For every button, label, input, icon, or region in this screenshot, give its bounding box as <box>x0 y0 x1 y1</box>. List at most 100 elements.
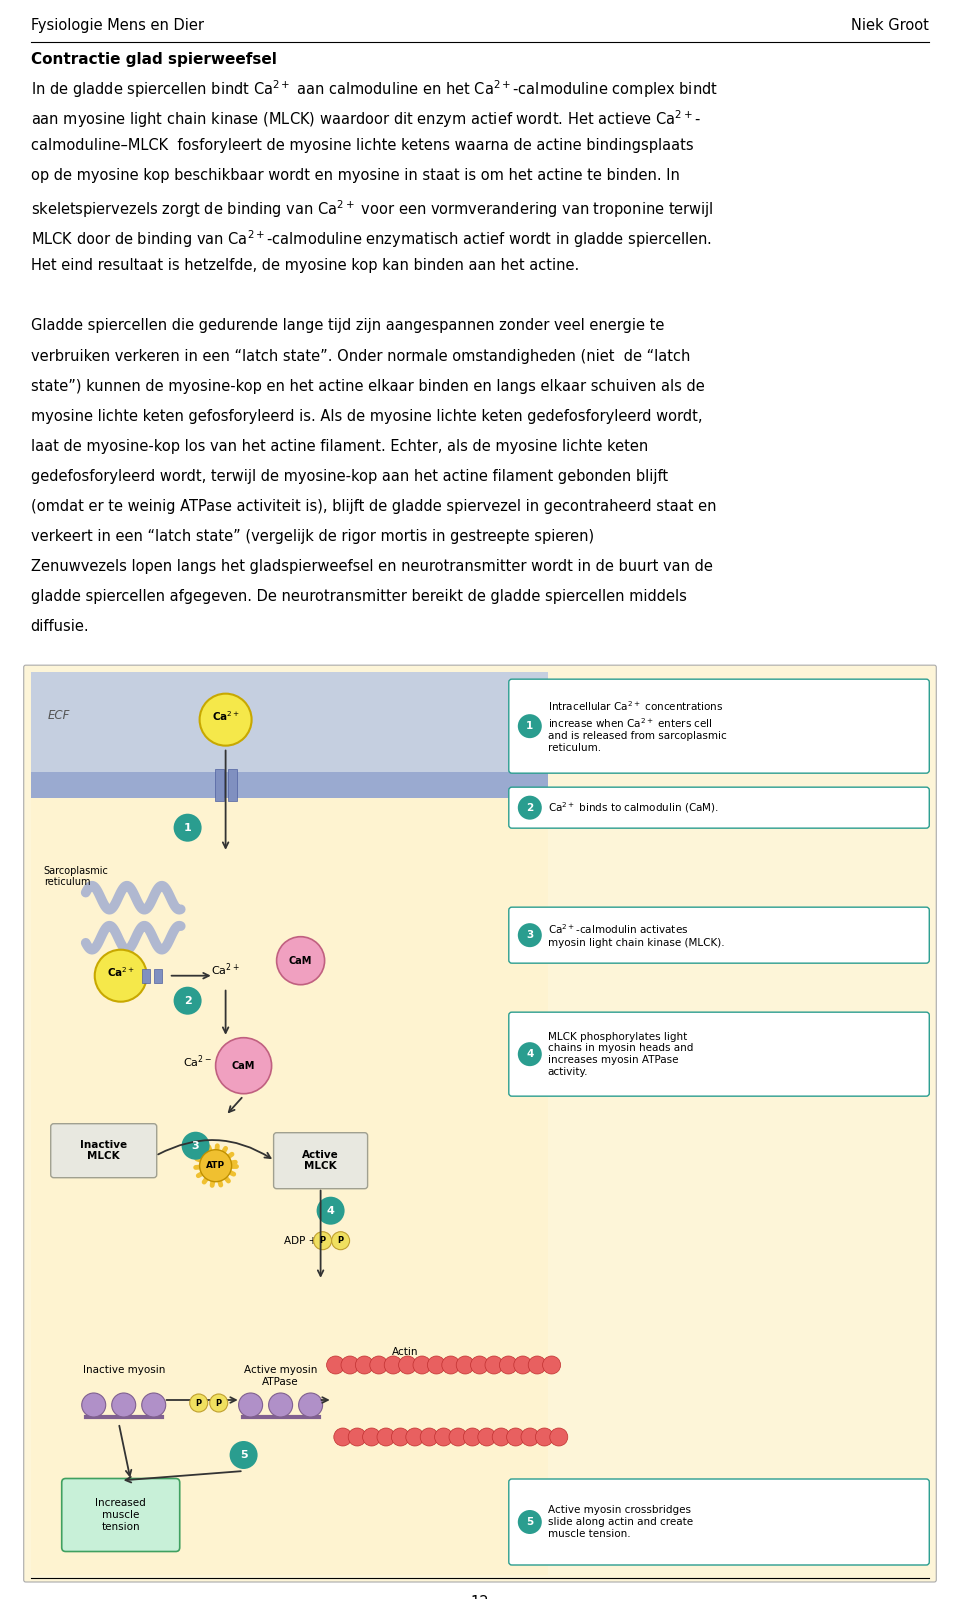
Circle shape <box>517 1509 541 1533</box>
FancyBboxPatch shape <box>51 1124 156 1178</box>
Text: Contractie glad spierweefsel: Contractie glad spierweefsel <box>31 53 276 67</box>
Circle shape <box>331 1231 349 1250</box>
Circle shape <box>499 1356 517 1374</box>
Text: P: P <box>320 1236 325 1246</box>
Circle shape <box>276 937 324 985</box>
FancyBboxPatch shape <box>509 1479 929 1565</box>
Text: 3: 3 <box>192 1140 200 1151</box>
Text: 5: 5 <box>240 1450 248 1460</box>
Circle shape <box>370 1356 388 1374</box>
Bar <box>31 798 548 1575</box>
Circle shape <box>528 1356 546 1374</box>
Text: CaM: CaM <box>289 956 312 966</box>
Circle shape <box>299 1393 323 1417</box>
Text: MLCK phosphorylates light
chains in myosin heads and
increases myosin ATPase
act: MLCK phosphorylates light chains in myos… <box>548 1031 693 1076</box>
Circle shape <box>209 1394 228 1412</box>
Text: Inactive myosin: Inactive myosin <box>83 1366 165 1375</box>
Bar <box>142 969 150 983</box>
Circle shape <box>200 1150 231 1182</box>
Text: ATP: ATP <box>206 1161 226 1170</box>
Text: MLCK door de binding van Ca$^{2+}$-calmoduline enzymatisch actief wordt in gladd: MLCK door de binding van Ca$^{2+}$-calmo… <box>31 229 711 249</box>
Text: P: P <box>338 1236 344 1246</box>
Circle shape <box>200 694 252 745</box>
Circle shape <box>517 715 541 739</box>
Circle shape <box>190 1394 207 1412</box>
Circle shape <box>550 1428 567 1445</box>
Text: Zenuwvezels lopen langs het gladspierweefsel en neurotransmitter wordt in de buu: Zenuwvezels lopen langs het gladspierwee… <box>31 560 712 574</box>
Circle shape <box>398 1356 417 1374</box>
Text: Ca$^{2+}$: Ca$^{2+}$ <box>211 708 240 723</box>
Text: 4: 4 <box>326 1206 334 1215</box>
Text: verbruiken verkeren in een “latch state”. Onder normale omstandigheden (niet  de: verbruiken verkeren in een “latch state”… <box>31 349 690 363</box>
FancyBboxPatch shape <box>24 665 936 1581</box>
Text: Niek Groot: Niek Groot <box>852 18 929 34</box>
Text: (omdat er te weinig ATPase activiteit is), blijft de gladde spiervezel in gecont: (omdat er te weinig ATPase activiteit is… <box>31 499 716 513</box>
Circle shape <box>317 1196 345 1225</box>
FancyBboxPatch shape <box>509 1012 929 1097</box>
Circle shape <box>517 796 541 820</box>
Circle shape <box>111 1393 135 1417</box>
Circle shape <box>420 1428 438 1445</box>
Circle shape <box>326 1356 345 1374</box>
Circle shape <box>314 1231 331 1250</box>
Circle shape <box>456 1356 474 1374</box>
Circle shape <box>174 814 202 841</box>
FancyBboxPatch shape <box>61 1479 180 1551</box>
Circle shape <box>413 1356 431 1374</box>
Text: ADP +: ADP + <box>284 1236 321 1246</box>
Text: Ca$^{2+}$-calmodulin activates
myosin light chain kinase (MLCK).: Ca$^{2+}$-calmodulin activates myosin li… <box>548 923 725 948</box>
Circle shape <box>95 950 147 1001</box>
Circle shape <box>514 1356 532 1374</box>
Text: 2: 2 <box>526 803 534 812</box>
Text: 4: 4 <box>526 1049 534 1059</box>
Text: CaM: CaM <box>232 1060 255 1071</box>
Bar <box>154 969 161 983</box>
Circle shape <box>384 1356 402 1374</box>
Text: Inactive
MLCK: Inactive MLCK <box>80 1140 128 1161</box>
Text: diffusie.: diffusie. <box>31 619 89 635</box>
Text: myosine lichte keten gefosforyleerd is. Als de myosine lichte keten gedefosforyl: myosine lichte keten gefosforyleerd is. … <box>31 409 702 424</box>
Text: gedefosforyleerd wordt, terwijl de myosine-kop aan het actine filament gebonden : gedefosforyleerd wordt, terwijl de myosi… <box>31 469 668 484</box>
Circle shape <box>216 1038 272 1094</box>
Circle shape <box>341 1356 359 1374</box>
Text: 3: 3 <box>526 931 534 940</box>
Text: calmoduline–MLCK  fosforyleert de myosine lichte ketens waarna de actine binding: calmoduline–MLCK fosforyleert de myosine… <box>31 138 693 154</box>
Circle shape <box>507 1428 524 1445</box>
Text: Sarcoplasmic
reticulum: Sarcoplasmic reticulum <box>44 865 108 887</box>
Text: Active
MLCK: Active MLCK <box>302 1150 339 1172</box>
Circle shape <box>392 1428 409 1445</box>
Text: 1: 1 <box>183 823 191 833</box>
Text: In de gladde spiercellen bindt Ca$^{2+}$ aan calmoduline en het Ca$^{2+}$-calmod: In de gladde spiercellen bindt Ca$^{2+}$… <box>31 78 718 99</box>
Text: Ca$^{2-}$: Ca$^{2-}$ <box>183 1054 212 1070</box>
Circle shape <box>181 1132 209 1159</box>
FancyBboxPatch shape <box>509 907 929 963</box>
Circle shape <box>521 1428 539 1445</box>
Circle shape <box>449 1428 467 1445</box>
FancyBboxPatch shape <box>274 1132 368 1188</box>
Bar <box>31 772 548 798</box>
Text: Ca$^{2+}$: Ca$^{2+}$ <box>107 964 134 979</box>
FancyBboxPatch shape <box>509 680 929 774</box>
Circle shape <box>542 1356 561 1374</box>
Text: Increased
muscle
tension: Increased muscle tension <box>95 1498 146 1532</box>
Circle shape <box>355 1356 373 1374</box>
Text: op de myosine kop beschikbaar wordt en myosine in staat is om het actine te bind: op de myosine kop beschikbaar wordt en m… <box>31 168 680 184</box>
Text: state”) kunnen de myosine-kop en het actine elkaar binden en langs elkaar schuiv: state”) kunnen de myosine-kop en het act… <box>31 379 705 393</box>
Bar <box>215 769 224 801</box>
Text: Gladde spiercellen die gedurende lange tijd zijn aangespannen zonder veel energi: Gladde spiercellen die gedurende lange t… <box>31 318 664 334</box>
Circle shape <box>377 1428 395 1445</box>
Text: Active myosin
ATPase: Active myosin ATPase <box>244 1366 318 1386</box>
Text: Ca$^{2+}$: Ca$^{2+}$ <box>211 961 240 979</box>
Text: 12: 12 <box>470 1594 490 1599</box>
Text: 2: 2 <box>183 996 191 1006</box>
Text: Fysiologie Mens en Dier: Fysiologie Mens en Dier <box>31 18 204 34</box>
Text: Het eind resultaat is hetzelfde, de myosine kop kan binden aan het actine.: Het eind resultaat is hetzelfde, de myos… <box>31 259 579 273</box>
FancyBboxPatch shape <box>509 787 929 828</box>
Circle shape <box>442 1356 460 1374</box>
Circle shape <box>492 1428 510 1445</box>
Circle shape <box>363 1428 380 1445</box>
Text: P: P <box>216 1399 222 1407</box>
Text: Active myosin crossbridges
slide along actin and create
muscle tension.: Active myosin crossbridges slide along a… <box>548 1505 693 1538</box>
Bar <box>228 769 236 801</box>
Circle shape <box>239 1393 263 1417</box>
